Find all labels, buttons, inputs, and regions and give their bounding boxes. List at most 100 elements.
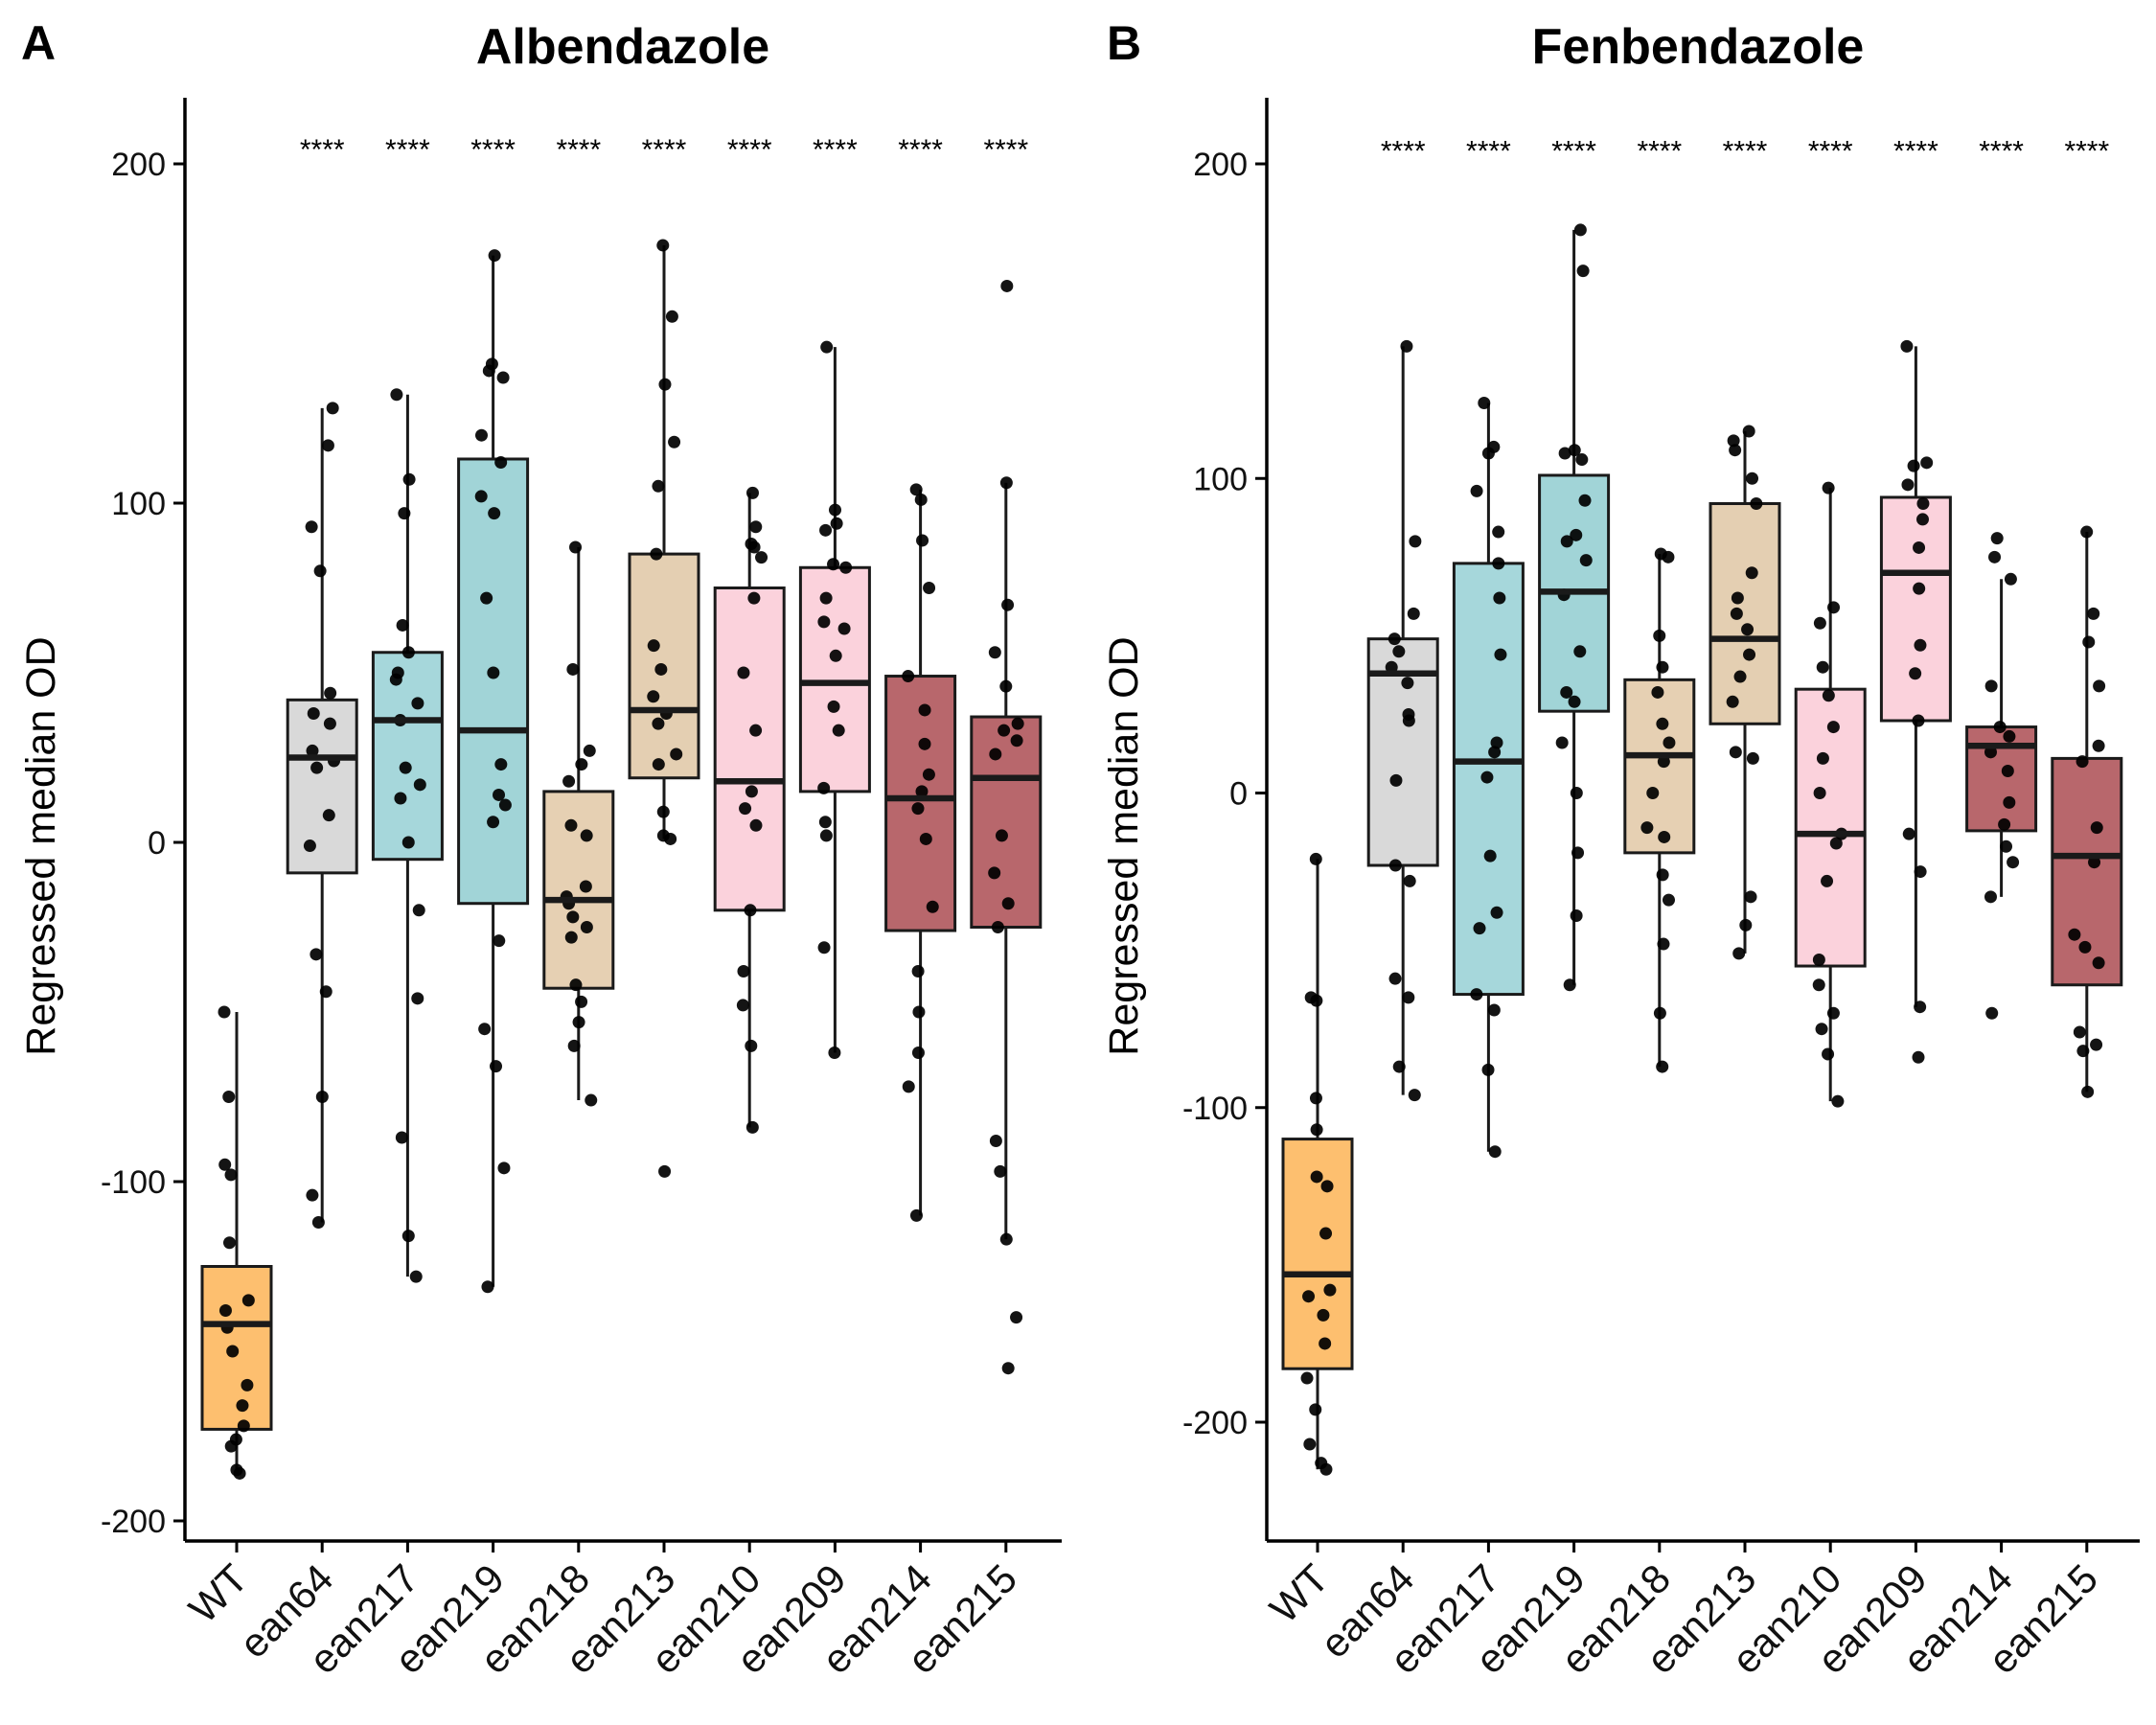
data-point bbox=[396, 618, 409, 632]
data-point bbox=[999, 1232, 1013, 1246]
box-iqr bbox=[542, 790, 615, 990]
data-point bbox=[412, 904, 425, 917]
data-point bbox=[2081, 1085, 2095, 1098]
data-point bbox=[647, 690, 660, 703]
data-point bbox=[480, 591, 493, 605]
data-point bbox=[1657, 755, 1670, 769]
data-point bbox=[1403, 874, 1416, 887]
data-point bbox=[737, 666, 750, 679]
data-point bbox=[1000, 279, 1014, 292]
data-point bbox=[926, 900, 939, 913]
data-point bbox=[494, 456, 508, 470]
significance-label: **** bbox=[1893, 135, 1938, 167]
box-ean210 bbox=[1794, 488, 1867, 1102]
data-point bbox=[241, 1294, 255, 1307]
data-point bbox=[1001, 897, 1015, 910]
box-iqr bbox=[1879, 495, 1952, 723]
data-point bbox=[1813, 787, 1826, 799]
data-point bbox=[2090, 821, 2103, 835]
data-point bbox=[1408, 1089, 1421, 1102]
box-iqr bbox=[1965, 725, 2038, 833]
data-point bbox=[749, 724, 763, 737]
box-ean217 bbox=[1452, 402, 1525, 1152]
data-point bbox=[1576, 264, 1590, 278]
data-point bbox=[313, 564, 327, 578]
data-point bbox=[1902, 827, 1915, 840]
data-point bbox=[1579, 554, 1593, 567]
points-ean219 bbox=[1555, 223, 1593, 992]
data-point bbox=[1568, 695, 1581, 708]
data-point bbox=[828, 503, 841, 517]
data-point bbox=[988, 866, 1001, 880]
data-point bbox=[658, 378, 672, 391]
data-point bbox=[1473, 922, 1486, 935]
data-point bbox=[1822, 1047, 1835, 1061]
data-point bbox=[2078, 940, 2092, 954]
data-point bbox=[989, 1135, 1002, 1148]
data-point bbox=[224, 1168, 238, 1182]
data-point bbox=[321, 439, 334, 452]
points-ean210 bbox=[736, 486, 768, 1134]
data-point bbox=[747, 540, 761, 554]
y-tick-label-b: 0 bbox=[1229, 776, 1248, 813]
data-point bbox=[915, 785, 929, 798]
data-point bbox=[912, 1005, 926, 1019]
data-point bbox=[305, 520, 318, 534]
data-point bbox=[1829, 837, 1843, 850]
box-iqr bbox=[371, 651, 444, 862]
points-ean209 bbox=[817, 340, 853, 1059]
data-point bbox=[306, 1188, 319, 1202]
data-point bbox=[1568, 444, 1581, 457]
points-ean214 bbox=[902, 483, 939, 1222]
data-point bbox=[1570, 787, 1583, 799]
data-point bbox=[819, 829, 833, 842]
significance-label: **** bbox=[470, 134, 516, 166]
data-point bbox=[652, 717, 665, 730]
data-point bbox=[1646, 787, 1660, 799]
data-point bbox=[998, 724, 1011, 737]
data-point bbox=[1309, 852, 1322, 865]
data-point bbox=[1826, 1006, 1840, 1020]
data-point bbox=[1742, 425, 1755, 438]
data-point bbox=[656, 805, 670, 818]
data-point bbox=[902, 670, 915, 683]
data-point bbox=[1984, 679, 1998, 693]
box-iqr bbox=[1794, 687, 1867, 968]
box-iqr bbox=[798, 565, 871, 794]
data-point bbox=[1662, 550, 1675, 564]
data-point bbox=[1653, 1006, 1666, 1020]
data-point bbox=[493, 788, 506, 801]
data-point bbox=[832, 724, 845, 737]
data-point bbox=[1492, 525, 1505, 539]
points-WT bbox=[1300, 852, 1337, 1476]
data-point bbox=[1920, 456, 1934, 470]
data-point bbox=[665, 310, 678, 323]
data-point bbox=[995, 829, 1008, 842]
data-point bbox=[991, 921, 1004, 933]
data-point bbox=[1727, 434, 1740, 448]
data-point bbox=[1478, 396, 1491, 409]
data-point bbox=[413, 778, 426, 792]
data-point bbox=[311, 1215, 325, 1229]
data-point bbox=[1309, 1092, 1322, 1105]
data-point bbox=[496, 371, 510, 384]
data-point bbox=[1915, 513, 1929, 526]
data-point bbox=[2000, 840, 2013, 853]
data-point bbox=[2082, 635, 2096, 649]
data-point bbox=[1392, 645, 1406, 658]
data-point bbox=[1822, 481, 1835, 494]
points-ean213 bbox=[1726, 425, 1763, 960]
plot-area-b: -200 -100 0 100 200 **** **** **** **** **** **** *… bbox=[1182, 98, 2140, 1682]
box-ean217 bbox=[371, 394, 444, 1277]
data-point bbox=[567, 1039, 581, 1052]
box-ean219 bbox=[457, 255, 530, 1287]
data-point bbox=[389, 673, 402, 686]
data-point bbox=[493, 934, 506, 948]
data-point bbox=[399, 761, 412, 774]
data-point bbox=[820, 340, 834, 354]
data-point bbox=[1492, 557, 1505, 570]
data-point bbox=[326, 402, 339, 415]
data-point bbox=[745, 486, 759, 499]
data-point bbox=[1821, 874, 1834, 887]
data-point bbox=[474, 490, 488, 503]
